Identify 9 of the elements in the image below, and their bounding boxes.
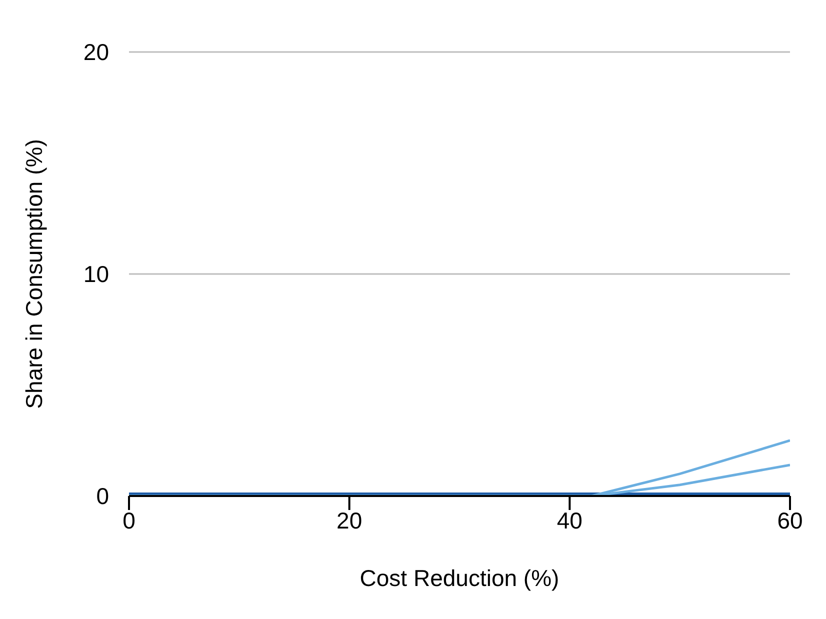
y-axis-title: Share in Consumption (%): [21, 139, 48, 409]
y-tick-label: 20: [83, 39, 109, 66]
x-tick-label: 0: [122, 507, 136, 534]
y-tick-label: 10: [83, 261, 109, 288]
y-tick-label: 0: [96, 483, 109, 510]
x-tick-label: 60: [777, 507, 803, 534]
x-tick-label: 20: [336, 507, 362, 534]
x-axis-title: Cost Reduction (%): [360, 565, 560, 591]
x-tick-label: 40: [556, 507, 582, 534]
